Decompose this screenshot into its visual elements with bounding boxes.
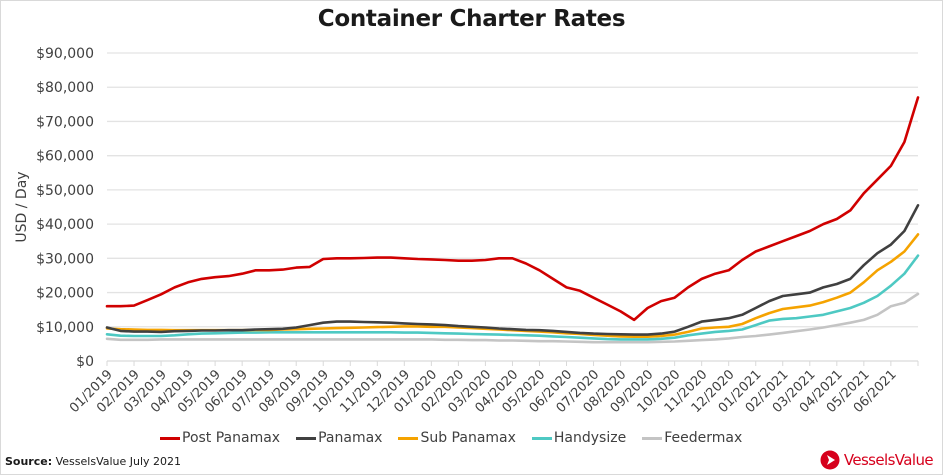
legend-label: Post Panamax xyxy=(182,430,281,446)
legend-label: Handysize xyxy=(553,430,627,446)
y-tick-label: $50,000 xyxy=(36,183,94,199)
y-tick-label: $80,000 xyxy=(36,80,94,96)
legend-swatch xyxy=(160,436,180,440)
y-axis-ticks: $0 $10,000 $20,000 $30,000 $40,000 $50,000 $60… xyxy=(36,46,94,370)
legend-item-handysize: Handysize xyxy=(531,430,627,446)
legend-swatch xyxy=(296,436,317,440)
y-axis-label: USD / Day xyxy=(14,171,30,242)
legend-item-sub-panamax: Sub Panamax xyxy=(398,430,516,446)
legend-item-feedermax: Feedermax xyxy=(642,430,742,446)
brand-name: VesselsValue xyxy=(843,451,934,469)
legend-label: Sub Panamax xyxy=(420,430,516,446)
legend-item-panamax: Panamax xyxy=(296,430,382,446)
y-tick-label: $60,000 xyxy=(36,149,94,165)
series-lines xyxy=(105,96,920,344)
legend-label: Panamax xyxy=(318,430,383,446)
legend-label: Feedermax xyxy=(664,430,743,446)
series-line-handysize xyxy=(105,254,920,341)
y-tick-label: $40,000 xyxy=(36,217,94,233)
brand-logo: VesselsValue xyxy=(820,450,934,470)
legend: Post Panamax Panamax Sub Panamax Handysize F… xyxy=(160,430,758,446)
series-line-post-panamax xyxy=(105,96,920,322)
series-line-feedermax xyxy=(105,292,920,344)
y-tick-label: $0 xyxy=(76,354,94,370)
legend-swatch xyxy=(642,436,663,440)
y-tick-label: $30,000 xyxy=(36,251,94,267)
x-axis: 01/201902/201903/201904/201905/201906/20… xyxy=(67,361,919,416)
legend-swatch xyxy=(531,436,552,440)
legend-item-post-panamax: Post Panamax xyxy=(160,430,280,446)
y-tick-label: $20,000 xyxy=(36,286,94,302)
chart-title: Container Charter Rates xyxy=(317,6,626,32)
source-note: Source: VesselsValue July 2021 xyxy=(5,455,181,468)
legend-swatch xyxy=(398,436,419,440)
y-tick-label: $10,000 xyxy=(36,320,94,336)
source-text: VesselsValue July 2021 xyxy=(52,455,182,468)
y-tick-label: $70,000 xyxy=(36,114,94,130)
source-label: Source: xyxy=(5,455,53,468)
gridlines xyxy=(107,52,918,362)
series-line-panamax xyxy=(105,204,920,336)
series-line-sub-panamax xyxy=(105,233,920,339)
vesselsvalue-logo-icon xyxy=(820,450,840,470)
y-tick-label: $90,000 xyxy=(36,46,94,62)
